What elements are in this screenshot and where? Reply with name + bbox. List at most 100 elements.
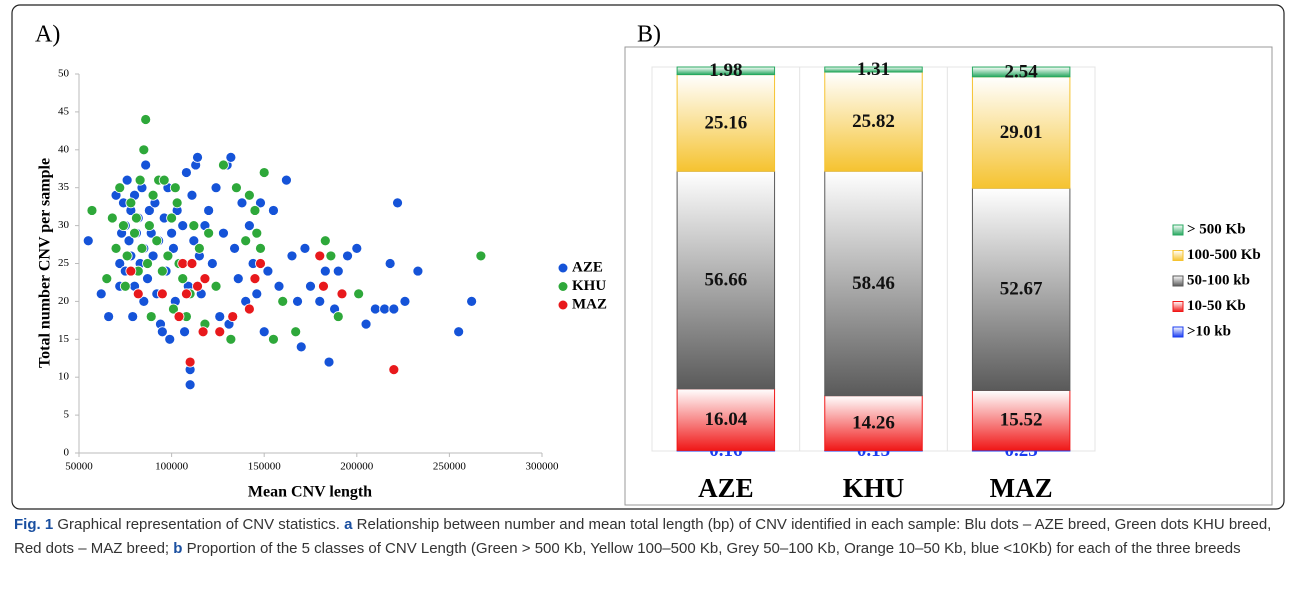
data-label: 29.01 <box>1000 122 1043 143</box>
point <box>131 212 142 224</box>
point <box>123 235 135 247</box>
panel-label: A) <box>35 22 60 48</box>
legend-label: > 500 Kb <box>1187 221 1246 237</box>
point <box>86 205 98 216</box>
x-tick-label: 150000 <box>248 461 282 473</box>
point <box>197 326 209 338</box>
point <box>384 258 396 269</box>
data-label: 1.98 <box>709 60 742 81</box>
bar-segment <box>824 71 923 172</box>
point <box>177 273 189 285</box>
point <box>129 227 140 239</box>
data-label: 52.67 <box>1000 279 1043 300</box>
point <box>258 326 270 338</box>
point <box>218 227 229 239</box>
caption-part-label: b <box>173 540 183 557</box>
point <box>166 212 178 224</box>
chart: A) B) Mean CNV length Total number CNV p… <box>11 4 1285 510</box>
point <box>353 288 365 300</box>
legend-label: 100-500 Kb <box>1187 247 1261 263</box>
point <box>255 258 266 269</box>
figure-border <box>11 4 1285 510</box>
y-tick-label: 0 <box>64 447 70 459</box>
point <box>181 288 192 300</box>
point <box>466 295 478 307</box>
point <box>119 280 131 292</box>
caption-text: Proportion of the 5 classes of CNV Lengt… <box>186 540 1241 557</box>
point <box>121 250 133 262</box>
point <box>295 341 307 353</box>
point <box>169 182 181 194</box>
point <box>214 326 226 338</box>
point <box>262 265 274 277</box>
point <box>184 379 196 391</box>
point <box>299 242 311 254</box>
point <box>142 258 153 269</box>
point <box>369 303 381 315</box>
point <box>225 151 237 163</box>
point <box>145 311 157 322</box>
point <box>268 205 279 216</box>
y-tick-label: 10 <box>58 371 70 383</box>
point <box>114 258 126 269</box>
point <box>156 265 168 277</box>
point <box>240 235 252 247</box>
point <box>319 235 331 247</box>
point <box>314 250 326 262</box>
y-tick-label: 25 <box>58 257 70 269</box>
point <box>336 288 348 300</box>
y-tick-label: 30 <box>58 219 70 231</box>
legend-label: 50-100 kb <box>1187 272 1250 288</box>
y-tick-label: 50 <box>58 68 70 80</box>
point <box>277 295 289 307</box>
bar-segment <box>824 170 923 397</box>
point <box>281 174 292 186</box>
point <box>186 258 198 269</box>
point <box>138 144 150 156</box>
point <box>188 235 200 247</box>
point <box>323 356 335 368</box>
point <box>95 288 107 300</box>
point <box>325 250 337 262</box>
point <box>103 311 115 322</box>
caption: Fig. 1 Graphical representation of CNV s… <box>14 513 1280 561</box>
point <box>147 189 159 201</box>
point <box>314 295 326 307</box>
point <box>156 326 168 338</box>
point <box>173 311 185 322</box>
point <box>158 174 170 186</box>
point <box>251 288 263 300</box>
point <box>136 242 148 254</box>
point <box>214 311 226 322</box>
point <box>251 227 263 239</box>
point <box>232 273 244 285</box>
point <box>179 326 190 338</box>
point <box>138 295 150 307</box>
point <box>255 242 266 254</box>
point <box>203 227 215 239</box>
bar-segment <box>824 395 923 451</box>
x-axis-title: Mean CNV length <box>248 484 372 501</box>
y-tick-label: 40 <box>58 143 70 155</box>
point <box>184 356 196 368</box>
point <box>225 333 237 345</box>
legend-label: MAZ <box>572 296 607 312</box>
panel-label: B) <box>637 22 661 48</box>
point <box>121 174 133 186</box>
bar-segment <box>971 187 1071 391</box>
data-label: 1.31 <box>857 59 890 80</box>
bar-segment <box>971 66 1071 78</box>
point <box>399 295 411 307</box>
bar-segment <box>676 66 776 76</box>
legend-label: AZE <box>572 259 603 275</box>
legend-marker <box>558 263 568 273</box>
point <box>249 205 261 216</box>
data-label: 16.04 <box>704 409 747 430</box>
legend-marker <box>558 282 568 291</box>
point <box>177 220 189 232</box>
point <box>412 265 424 277</box>
point <box>243 189 255 201</box>
caption-text: Relationship between number and mean tot… <box>14 516 1272 557</box>
legend-label: 10-50 Kb <box>1187 298 1246 314</box>
